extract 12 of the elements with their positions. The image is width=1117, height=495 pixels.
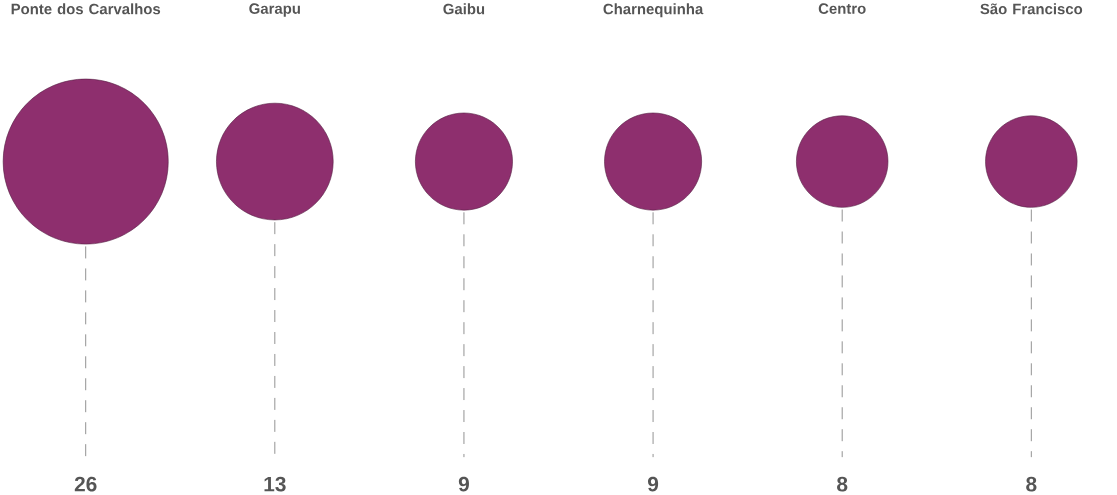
data-label: 13 xyxy=(264,476,286,492)
data-label: 9 xyxy=(647,476,659,492)
category-label: Gaibu xyxy=(443,3,485,15)
category-label: Charnequinha xyxy=(603,3,704,18)
category-label: Garapu xyxy=(249,3,300,17)
category-label: Centro xyxy=(818,3,866,14)
data-label: 26 xyxy=(74,476,97,492)
data-label: 8 xyxy=(837,476,848,492)
category-label: São Francisco xyxy=(980,3,1083,15)
data-label: 9 xyxy=(458,476,469,492)
data-label: 8 xyxy=(1026,476,1037,492)
category-label: Ponte dos Carvalhos xyxy=(11,3,161,15)
